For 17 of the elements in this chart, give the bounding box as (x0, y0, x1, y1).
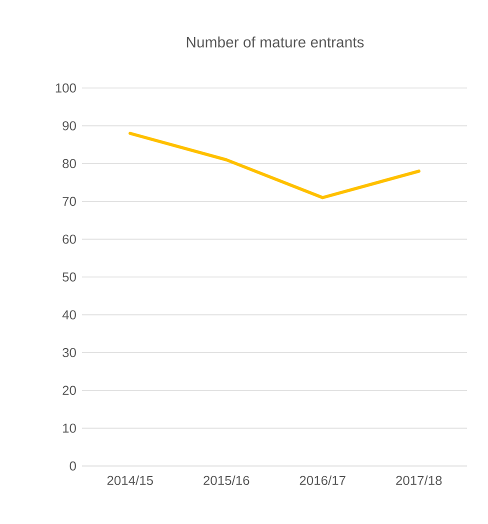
y-tick-label: 90 (62, 121, 76, 130)
y-tick-label: 30 (62, 348, 76, 358)
y-tick-label: 80 (62, 159, 76, 168)
y-tick-label: 40 (62, 310, 76, 320)
x-tick-label: 2014/15 (107, 476, 153, 486)
chart-title: Number of mature entrants (186, 36, 364, 48)
x-tick-label: 2017/18 (396, 476, 442, 486)
x-tick-label: 2015/16 (204, 476, 250, 486)
y-tick-label: 100 (56, 83, 76, 93)
y-tick-label: 10 (63, 424, 76, 433)
y-tick-label: 50 (62, 272, 76, 282)
y-tick-label: 60 (62, 234, 76, 244)
y-tick-label: 20 (62, 386, 76, 395)
y-tick-label: 70 (62, 196, 76, 206)
y-tick-label: 0 (70, 461, 76, 471)
x-tick-label: 2016/17 (300, 476, 346, 486)
line-series (128, 132, 420, 200)
